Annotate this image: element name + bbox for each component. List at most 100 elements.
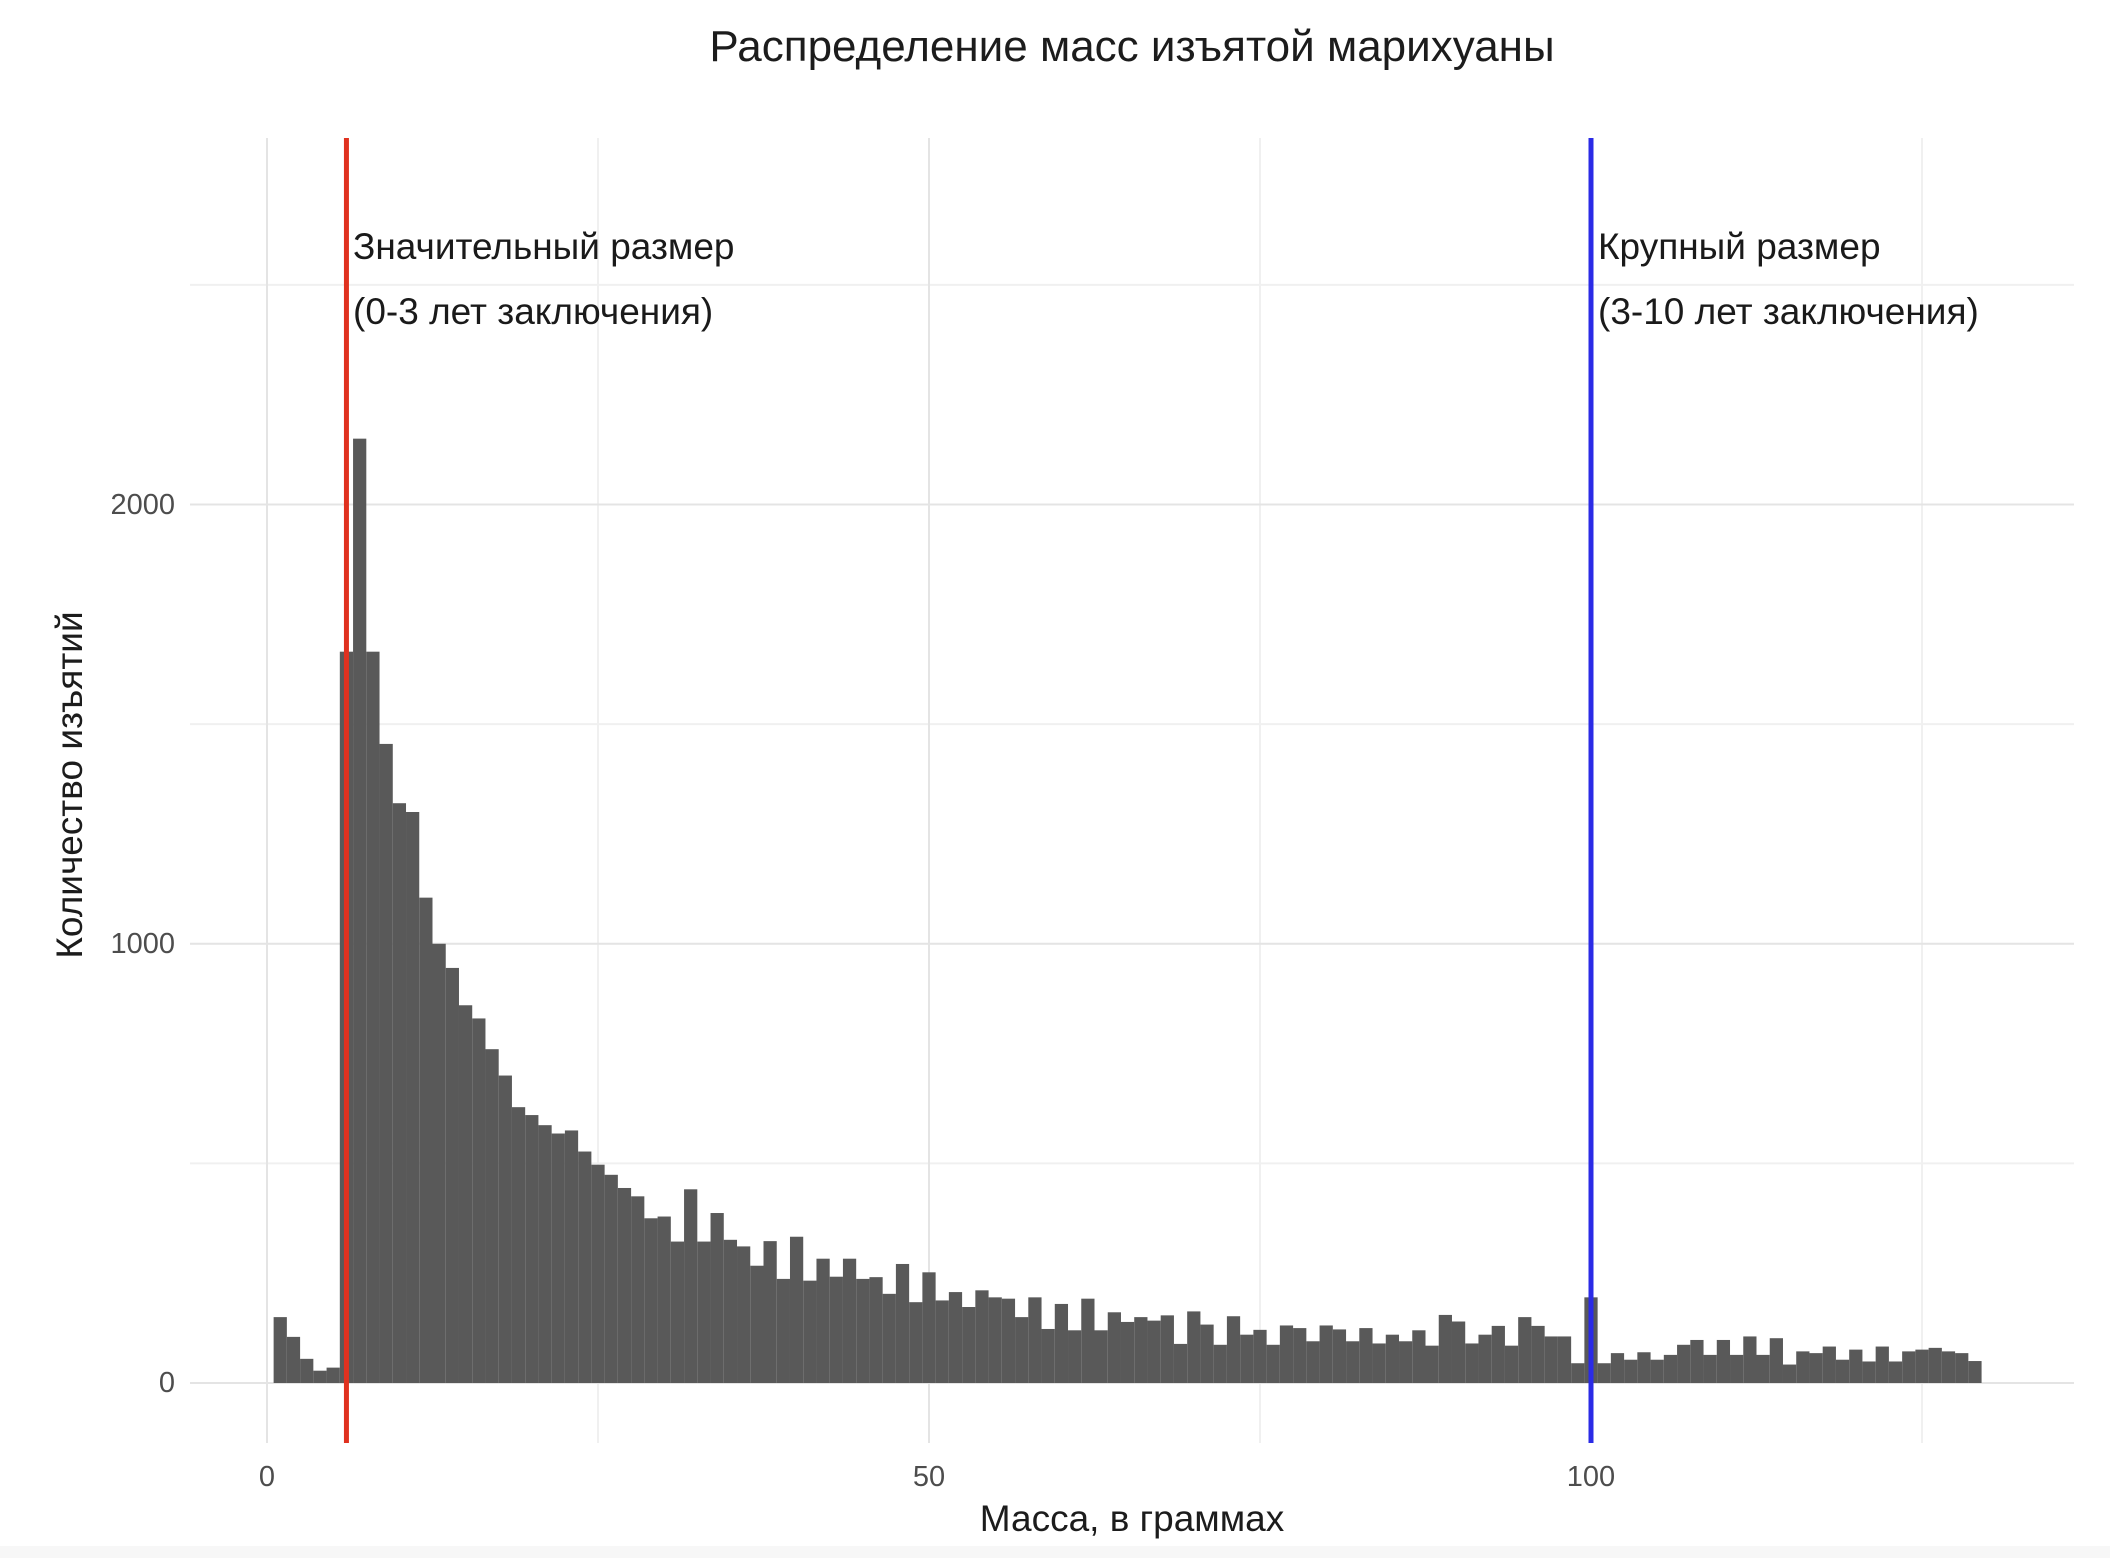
histogram-bar: [1756, 1354, 1770, 1383]
histogram-bar: [432, 943, 446, 1383]
histogram-bar: [564, 1130, 579, 1383]
histogram-bar: [379, 743, 393, 1383]
histogram-bar: [684, 1189, 698, 1383]
histogram-bar: [1213, 1344, 1227, 1383]
histogram-bar: [286, 1336, 301, 1383]
histogram-bar: [962, 1307, 976, 1383]
histogram-bar: [1531, 1325, 1545, 1383]
histogram-bar: [273, 1317, 287, 1383]
histogram-bar: [1941, 1351, 1956, 1383]
histogram-bar: [631, 1196, 645, 1383]
histogram-bar: [1915, 1349, 1929, 1383]
histogram-bar: [1888, 1361, 1903, 1383]
histogram-bar: [1491, 1325, 1505, 1383]
histogram-bar: [710, 1213, 724, 1383]
histogram-bar: [789, 1236, 804, 1383]
histogram-bar: [1504, 1345, 1519, 1383]
histogram-bar: [1451, 1321, 1466, 1383]
x-tick-label: 50: [912, 1461, 946, 1493]
y-tick-label: 0: [158, 1367, 175, 1399]
histogram-bar: [604, 1174, 618, 1383]
histogram-bar: [406, 812, 420, 1383]
histogram-bar: [882, 1293, 896, 1383]
histogram-bar: [1412, 1330, 1426, 1383]
histogram-bar: [1399, 1341, 1413, 1383]
histogram-bar: [1054, 1303, 1069, 1383]
histogram-bar: [1968, 1361, 1982, 1383]
histogram-bar: [1465, 1343, 1479, 1383]
histogram-bar: [485, 1049, 499, 1383]
histogram-bar: [842, 1258, 857, 1383]
histogram-bar: [1849, 1349, 1863, 1383]
histogram-bar: [498, 1075, 512, 1383]
histogram-bar: [1015, 1317, 1029, 1383]
histogram-bar: [1120, 1321, 1135, 1383]
histogram-bar: [1928, 1347, 1942, 1383]
histogram-bar: [551, 1133, 565, 1383]
histogram-bar: [1041, 1328, 1055, 1383]
histogram-bar: [1319, 1325, 1333, 1383]
histogram-bar: [392, 803, 407, 1383]
histogram-bar: [750, 1265, 764, 1383]
histogram-bar: [1134, 1317, 1148, 1383]
histogram-bar: [1266, 1344, 1280, 1383]
x-axis-title: Масса, в граммах: [979, 1498, 1285, 1539]
histogram-bar: [1359, 1328, 1373, 1383]
histogram-bar: [948, 1292, 963, 1383]
histogram-bar: [1624, 1359, 1638, 1383]
histogram-bar: [1690, 1339, 1704, 1383]
histogram-bar: [1902, 1351, 1916, 1383]
histogram-bar: [538, 1125, 552, 1383]
histogram-bar: [816, 1258, 830, 1383]
histogram-bar: [1637, 1352, 1651, 1383]
histogram-bar: [578, 1151, 592, 1383]
histogram-bar: [1544, 1336, 1558, 1383]
histogram-bar: [1716, 1339, 1731, 1383]
histogram-bar: [657, 1216, 671, 1383]
histogram-bar: [1346, 1341, 1360, 1383]
histogram-bar: [458, 1005, 473, 1383]
histogram-bar: [1782, 1364, 1797, 1383]
histogram-bar: [1478, 1334, 1492, 1383]
histogram-bar: [670, 1241, 685, 1383]
histogram-bar: [1796, 1351, 1810, 1383]
histogram-bar: [1677, 1344, 1691, 1383]
histogram-bar: [591, 1164, 605, 1383]
histogram-bar: [1332, 1329, 1347, 1383]
histogram-bar: [829, 1276, 843, 1383]
y-tick-label: 2000: [110, 488, 175, 521]
histogram-bar: [525, 1115, 539, 1383]
histogram-bar: [1372, 1343, 1386, 1383]
window-edge: [0, 1546, 2110, 1558]
histogram-bar: [723, 1239, 738, 1383]
histogram-bar: [1253, 1329, 1267, 1383]
histogram-bar: [1663, 1354, 1678, 1383]
histogram-bar: [1557, 1336, 1572, 1383]
x-tick-label: 0: [258, 1461, 276, 1493]
histogram-bar: [803, 1280, 817, 1383]
histogram-bar: [1385, 1334, 1400, 1383]
histogram-bar: [1730, 1354, 1744, 1383]
histogram-bar: [313, 1370, 327, 1383]
histogram-bar: [1028, 1297, 1042, 1383]
large-size-annotation: Крупный размер (3-10 лет заключения): [1598, 214, 1979, 344]
histogram-bar: [895, 1263, 910, 1383]
histogram-bar: [1200, 1324, 1214, 1383]
histogram-bar: [1094, 1330, 1108, 1383]
histogram-bar: [472, 1018, 486, 1383]
histogram-bar: [644, 1218, 658, 1383]
histogram-bar: [1226, 1316, 1241, 1383]
x-tick-label: 100: [1566, 1461, 1616, 1493]
histogram-bar: [300, 1358, 314, 1383]
histogram-bar: [353, 438, 367, 1383]
histogram-bar: [1187, 1311, 1201, 1383]
histogram-bar: [1425, 1345, 1439, 1383]
histogram-bar: [1081, 1298, 1095, 1383]
histogram-bar: [1610, 1353, 1625, 1383]
significant-size-annotation: Значительный размер (0-3 лет заключения): [353, 214, 735, 344]
histogram-bar: [1862, 1361, 1876, 1383]
histogram-bar: [1173, 1343, 1188, 1383]
histogram-bar: [1068, 1330, 1082, 1383]
